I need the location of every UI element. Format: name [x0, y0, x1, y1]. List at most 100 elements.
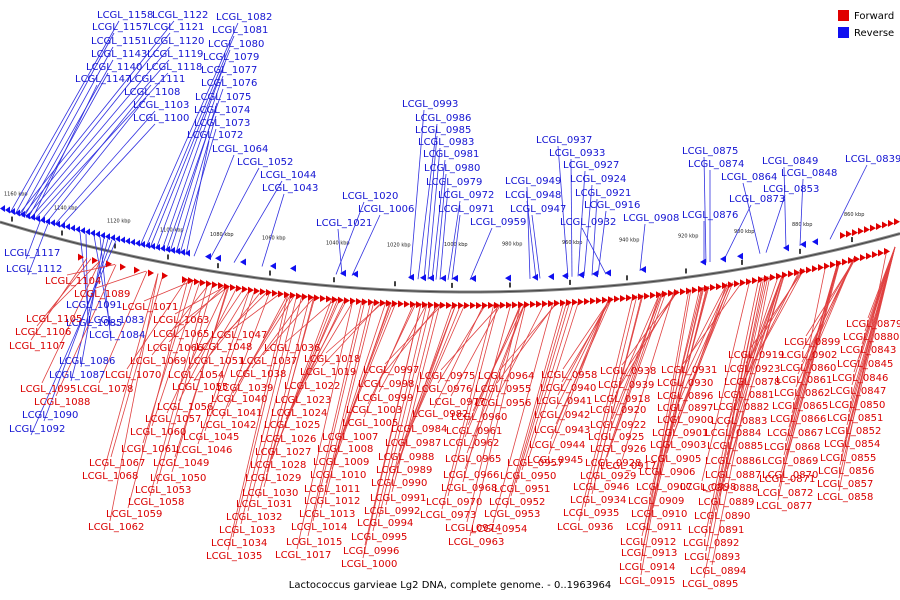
forward-gene-arrow: [206, 280, 212, 288]
leader-line: [156, 283, 214, 485]
gene-label: LCGL_1048: [196, 342, 252, 353]
gene-label: LCGL_1122: [152, 10, 208, 21]
leader-line: [578, 295, 634, 522]
gene-label: LCGL_0922: [590, 420, 646, 431]
gene-label: LCGL_1060: [130, 427, 186, 438]
gene-label: LCGL_0971: [438, 204, 494, 215]
gene-label: LCGL_0900: [657, 415, 713, 426]
forward-gene-arrow: [590, 297, 596, 305]
forward-gene-arrow: [494, 301, 500, 309]
gene-label: LCGL_0880: [843, 332, 899, 343]
leader-line: [217, 291, 269, 342]
forward-gene-arrow: [662, 290, 668, 298]
forward-gene-arrow: [878, 249, 884, 257]
forward-gene-arrow: [356, 297, 362, 305]
forward-gene-arrow: [884, 247, 890, 255]
gene-label: LCGL_0983: [418, 137, 474, 148]
forward-gene-arrow: [266, 289, 272, 297]
gene-label: LCGL_1035: [206, 551, 262, 562]
reverse-gene-arrow: [185, 249, 190, 257]
forward-gene-arrow: [188, 277, 194, 285]
forward-gene-arrow: [758, 276, 764, 284]
gene-label: LCGL_1039: [217, 383, 273, 394]
forward-gene-arrow: [686, 287, 692, 295]
leader-line: [521, 300, 575, 471]
gene-label: LCGL_0952: [489, 497, 545, 508]
scale-tick-label: 1080 kbp: [210, 232, 234, 238]
forward-gene-arrow: [866, 252, 872, 260]
forward-gene-arrow: [302, 293, 308, 301]
forward-gene-arrow: [614, 295, 620, 303]
gene-label: LCGL_0871: [759, 474, 815, 485]
leader-line: [531, 214, 541, 279]
gene-label: LCGL_0925: [588, 432, 644, 443]
forward-gene-arrow: [434, 301, 440, 309]
forward-gene-arrow: [536, 300, 542, 308]
gene-label: LCGL_1036: [264, 343, 320, 354]
gene-label: LCGL_0923: [724, 364, 780, 375]
leader-line: [151, 281, 201, 427]
scale-tick-label: 1120 kbp: [107, 218, 131, 224]
reverse-gene-arrow: [783, 244, 789, 252]
leader-line: [378, 303, 428, 393]
leader-line: [462, 303, 512, 483]
leader-line: [591, 294, 643, 495]
reverse-gene-arrow: [85, 228, 90, 236]
forward-gene-arrow: [578, 298, 584, 306]
leader-line: [777, 264, 827, 501]
forward-gene-arrow: [518, 301, 524, 309]
leader-line: [562, 297, 612, 370]
gene-label: LCGL_0976: [416, 384, 472, 395]
reverse-gene-arrow: [160, 244, 165, 252]
gene-label: LCGL_0974: [445, 523, 501, 534]
gene-label: LCGL_0851: [827, 413, 883, 424]
leader-line: [179, 128, 217, 254]
leader-line: [723, 204, 752, 261]
leader-line: [166, 285, 228, 414]
gene-label: LCGL_1151: [91, 36, 147, 47]
forward-gene-arrow: [644, 292, 650, 300]
leader-line: [640, 288, 690, 562]
reverse-gene-arrow: [35, 215, 40, 223]
gene-label: LCGL_0960: [451, 412, 507, 423]
gene-label: LCGL_0950: [500, 471, 556, 482]
reverse-gene-arrow: [50, 219, 55, 227]
gene-label: LCGL_0874: [688, 159, 744, 170]
leader-line: [14, 32, 115, 215]
gene-label: LCGL_1014: [291, 522, 347, 533]
forward-gene-arrow: [710, 284, 716, 292]
gene-label: LCGL_1025: [264, 420, 320, 431]
reverse-gene-arrow: [888, 219, 894, 227]
gene-label: LCGL_1065: [153, 329, 209, 340]
gene-label: LCGL_1058: [128, 497, 184, 508]
gene-label: LCGL_0894: [690, 566, 746, 577]
gene-label: LCGL_1088: [34, 397, 90, 408]
leader-line: [783, 166, 787, 249]
reverse-gene-arrow: [240, 258, 246, 266]
gene-label: LCGL_0946: [573, 482, 629, 493]
leader-line: [240, 294, 298, 525]
forward-gene-arrow: [716, 283, 722, 291]
leader-line: [379, 303, 441, 379]
leader-line: [292, 298, 346, 408]
leader-line: [505, 301, 565, 509]
leader-line: [742, 182, 761, 254]
forward-gene-arrow: [548, 300, 554, 308]
gene-label: LCGL_0917: [600, 461, 656, 472]
genome-backbone-line: [0, 221, 900, 293]
gene-label: LCGL_1111: [129, 74, 185, 85]
gene-label: LCGL_0847: [830, 386, 886, 397]
leader-line: [271, 297, 333, 460]
forward-gene-arrow: [620, 295, 626, 303]
gene-label: LCGL_0989: [376, 465, 432, 476]
gene-label: LCGL_0872: [757, 488, 813, 499]
reverse-gene-arrow: [115, 235, 120, 243]
forward-gene-arrow: [734, 280, 740, 288]
reverse-gene-arrow: [846, 230, 852, 238]
gene-label: LCGL_1095: [20, 384, 76, 395]
leader-line: [584, 295, 638, 508]
reverse-gene-arrow: [155, 243, 160, 251]
reverse-gene-arrow: [175, 247, 180, 255]
forward-gene-arrow: [344, 297, 350, 305]
leader-line: [276, 298, 336, 447]
